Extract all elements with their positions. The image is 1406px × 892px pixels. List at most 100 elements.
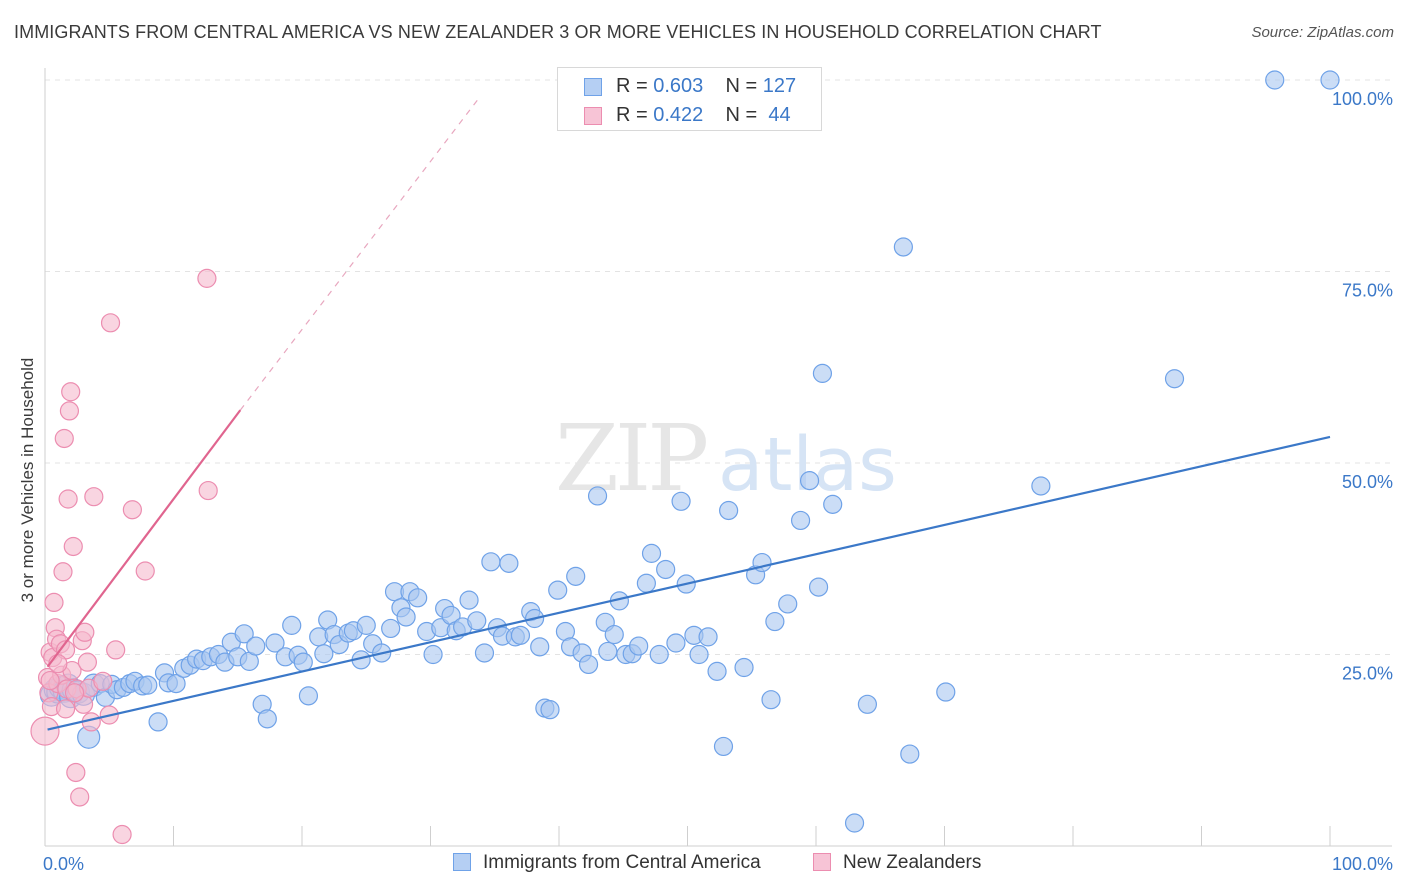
data-point (44, 592, 64, 613)
data-point (77, 652, 98, 672)
data-point (138, 675, 158, 695)
data-point (598, 641, 618, 662)
data-point (566, 566, 586, 586)
legend-n-label: N = (725, 104, 758, 126)
data-point (234, 624, 254, 644)
series-points-new-zealanders (30, 268, 218, 845)
data-point (823, 494, 843, 514)
data-point (707, 661, 727, 681)
data-point (58, 489, 78, 509)
data-point (1031, 476, 1051, 496)
data-point (66, 762, 86, 783)
data-point (656, 559, 676, 580)
axes (44, 68, 1392, 847)
data-point (1164, 369, 1185, 389)
data-point (40, 670, 60, 691)
y-tick-label: 50.0% (1342, 472, 1393, 492)
legend-r-value: 0.603 (653, 75, 704, 97)
bottom-legend-label: Immigrants from Central America (483, 852, 761, 873)
data-point (671, 491, 691, 511)
data-point (548, 580, 568, 600)
data-point (765, 611, 785, 632)
data-point (381, 618, 401, 639)
legend-r-label: R = (616, 104, 648, 126)
data-point (936, 682, 956, 702)
x-tick-label: 0.0% (43, 854, 84, 874)
legend-row-new-zealanders: R = 0.422 N = 44 (558, 100, 821, 130)
bottom-legend-swatch-blue (453, 853, 471, 871)
data-point (629, 636, 649, 656)
legend-n-value: 127 (762, 75, 797, 97)
data-point (59, 401, 80, 421)
data-point (30, 716, 60, 746)
legend-n-label: N = (725, 75, 758, 97)
data-point (900, 744, 920, 764)
data-point (799, 471, 820, 491)
data-point (790, 510, 811, 531)
data-point (135, 561, 155, 581)
data-point (778, 594, 798, 614)
data-point (510, 625, 531, 645)
data-point (246, 636, 266, 656)
data-point (265, 633, 285, 653)
data-point (499, 553, 519, 573)
bottom-legend-swatch-pink (813, 853, 831, 871)
y-tick-label: 75.0% (1342, 281, 1393, 301)
data-point (93, 671, 113, 691)
data-point (166, 674, 186, 694)
data-point (70, 787, 90, 807)
data-point (396, 607, 416, 627)
data-point (63, 536, 83, 557)
data-point (423, 644, 443, 665)
data-point (198, 480, 218, 501)
trend-line-extension (239, 97, 480, 411)
tick-labels: 25.0% 50.0% 75.0% 100.0% 0.0% 100.0% (43, 89, 1393, 874)
legend-n-value: 44 (768, 104, 791, 126)
data-point (689, 644, 709, 665)
legend-swatch-pink (584, 107, 602, 125)
data-point (100, 313, 121, 333)
grid-lines (45, 79, 1392, 655)
bottom-legend-label: New Zealanders (843, 852, 982, 873)
data-point (282, 615, 302, 635)
data-point (713, 736, 734, 757)
data-point (604, 624, 624, 645)
data-point (857, 694, 878, 714)
data-point (666, 633, 686, 653)
data-point (197, 268, 217, 288)
data-point (53, 562, 73, 582)
legend: R = 0.603 N = 127 R = 0.422 N = 44 (557, 67, 822, 131)
legend-row-central-america: R = 0.603 N = 127 (558, 71, 821, 101)
data-point (75, 622, 95, 642)
data-point (474, 643, 495, 663)
data-point (719, 500, 739, 521)
data-point (54, 428, 74, 449)
data-point (408, 588, 428, 608)
data-point (812, 363, 833, 383)
data-point (55, 699, 76, 719)
data-point (636, 573, 656, 593)
data-point (530, 637, 550, 657)
data-point (808, 577, 829, 597)
data-point (761, 690, 781, 710)
legend-swatch-blue (584, 78, 602, 96)
data-point (122, 500, 142, 520)
data-point (293, 652, 313, 672)
data-point (298, 686, 319, 706)
bottom-legend-new-zealanders: New Zealanders (813, 852, 981, 874)
data-point (112, 824, 132, 845)
bottom-legend-central-america: Immigrants from Central America (453, 852, 761, 874)
data-point (587, 486, 608, 506)
chart-title: IMMIGRANTS FROM CENTRAL AMERICA VS NEW Z… (14, 22, 1102, 42)
data-point (578, 654, 599, 675)
data-point (106, 640, 126, 660)
watermark-atlas: atlas (718, 422, 897, 508)
data-point (844, 813, 865, 833)
y-tick-label: 100.0% (1332, 89, 1393, 109)
data-point (356, 615, 376, 635)
data-point (64, 683, 85, 703)
data-point (314, 644, 334, 664)
legend-r-value: 0.422 (653, 104, 704, 126)
data-point (148, 712, 168, 732)
